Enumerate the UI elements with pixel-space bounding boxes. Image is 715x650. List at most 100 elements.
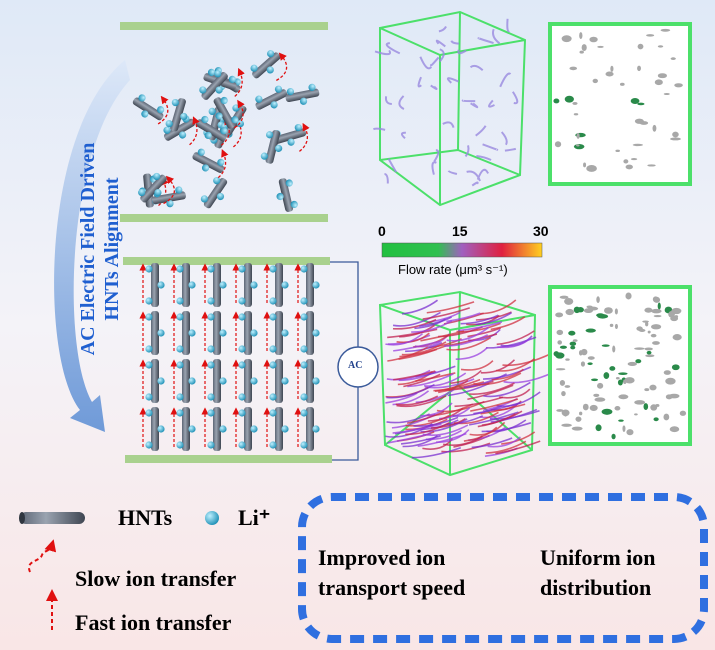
flow-streamline — [446, 415, 484, 426]
electrode-top-1 — [120, 22, 328, 30]
ion-cluster — [674, 83, 683, 88]
li-ion — [238, 297, 246, 305]
li-ion — [219, 281, 227, 289]
ion-cluster — [586, 164, 597, 172]
slow-ion-path — [158, 176, 169, 207]
flow-streamline — [422, 307, 470, 320]
flow-streamline — [483, 381, 531, 398]
ion-cluster — [576, 144, 580, 147]
li-ion — [219, 425, 227, 433]
ion-cluster — [623, 379, 627, 384]
li-ion — [145, 441, 153, 449]
li-ion — [287, 138, 295, 146]
li-ion — [217, 158, 225, 166]
slow-ion-path — [163, 175, 175, 205]
random-flow-box — [379, 10, 527, 207]
li-ion — [166, 200, 174, 208]
process-label-line2: HNTs Alignment — [101, 177, 123, 321]
li-ion — [176, 361, 184, 369]
ion-cluster — [634, 347, 645, 350]
flow-streamline — [488, 99, 495, 108]
slow-ion-path — [217, 149, 229, 179]
li-ion — [269, 409, 277, 417]
flow-streamline — [460, 314, 499, 325]
flow-streamline — [400, 131, 406, 140]
flow-streamline — [446, 326, 489, 342]
li-ion — [270, 101, 278, 109]
li-ion — [300, 265, 308, 273]
ion-cluster — [571, 426, 583, 431]
flow-streamline — [387, 328, 438, 339]
ion-cluster — [557, 340, 562, 345]
li-ion — [176, 441, 184, 449]
li-ion — [250, 64, 258, 72]
slow-ion-path — [275, 52, 288, 81]
flow-streamline — [405, 422, 450, 436]
flow-streamline — [426, 301, 475, 314]
hnt-rod — [207, 359, 227, 403]
ion-cluster — [561, 35, 572, 43]
ion-cluster — [593, 393, 600, 398]
benefit-uniform-line2: distribution — [540, 575, 652, 600]
process-label: AC Electric Field Driven HNTs Alignment — [76, 99, 124, 399]
flow-streamline — [458, 321, 503, 332]
li-ion — [294, 123, 302, 132]
li-ion — [250, 425, 258, 433]
ion-cluster — [652, 124, 657, 132]
ion-cluster — [580, 348, 588, 356]
ion-cluster — [647, 164, 656, 167]
flow-streamline — [444, 334, 489, 347]
ion-cluster — [643, 403, 649, 410]
ion-cluster — [630, 98, 640, 105]
ion-cluster — [670, 137, 681, 141]
slow-ion-path — [233, 99, 245, 129]
li-ion — [207, 265, 215, 273]
flow-streamline — [450, 369, 482, 384]
flow-streamline — [471, 181, 479, 187]
li-ion — [260, 152, 268, 160]
li-ion — [231, 116, 239, 124]
ion-cluster — [579, 32, 583, 40]
flow-streamline — [430, 417, 466, 429]
hnt-rod — [176, 407, 196, 451]
li-ion — [215, 86, 223, 94]
ion-cluster — [663, 413, 670, 421]
li-ion — [188, 377, 196, 385]
li-ion — [165, 120, 173, 128]
flow-streamline — [438, 381, 485, 394]
flow-streamline — [469, 64, 484, 71]
flow-streamline — [487, 436, 522, 448]
flow-streamline — [423, 372, 467, 387]
flow-streamline — [495, 440, 541, 455]
li-ion — [266, 66, 274, 74]
flow-streamline — [512, 91, 519, 105]
electrode-bottom-2 — [125, 455, 332, 463]
li-ion — [153, 172, 161, 181]
ion-cluster — [637, 102, 645, 106]
flow-streamline — [477, 37, 494, 44]
flow-streamline — [499, 72, 512, 88]
ion-cluster — [618, 394, 629, 400]
li-ion — [300, 393, 308, 401]
li-ion — [213, 177, 221, 185]
li-ion — [255, 95, 263, 103]
hnt-rod — [195, 115, 228, 142]
flow-streamline — [400, 435, 441, 445]
ion-cluster — [601, 408, 613, 415]
flow-streamline — [387, 346, 429, 362]
ion-cluster — [570, 345, 576, 350]
ion-cluster — [597, 382, 604, 389]
ion-cluster — [589, 404, 598, 412]
flow-streamline — [441, 442, 491, 453]
hnt-rod — [238, 311, 258, 355]
ion-cluster — [575, 416, 582, 422]
ion-cluster — [644, 347, 653, 351]
flow-streamline — [446, 77, 459, 84]
flow-streamline — [473, 401, 521, 415]
electrode-bottom-1 — [123, 257, 330, 265]
li-ion — [176, 345, 184, 353]
ion-cluster — [611, 433, 616, 440]
li-ion — [220, 127, 228, 135]
li-ion — [200, 195, 208, 203]
flow-streamline — [419, 56, 433, 70]
